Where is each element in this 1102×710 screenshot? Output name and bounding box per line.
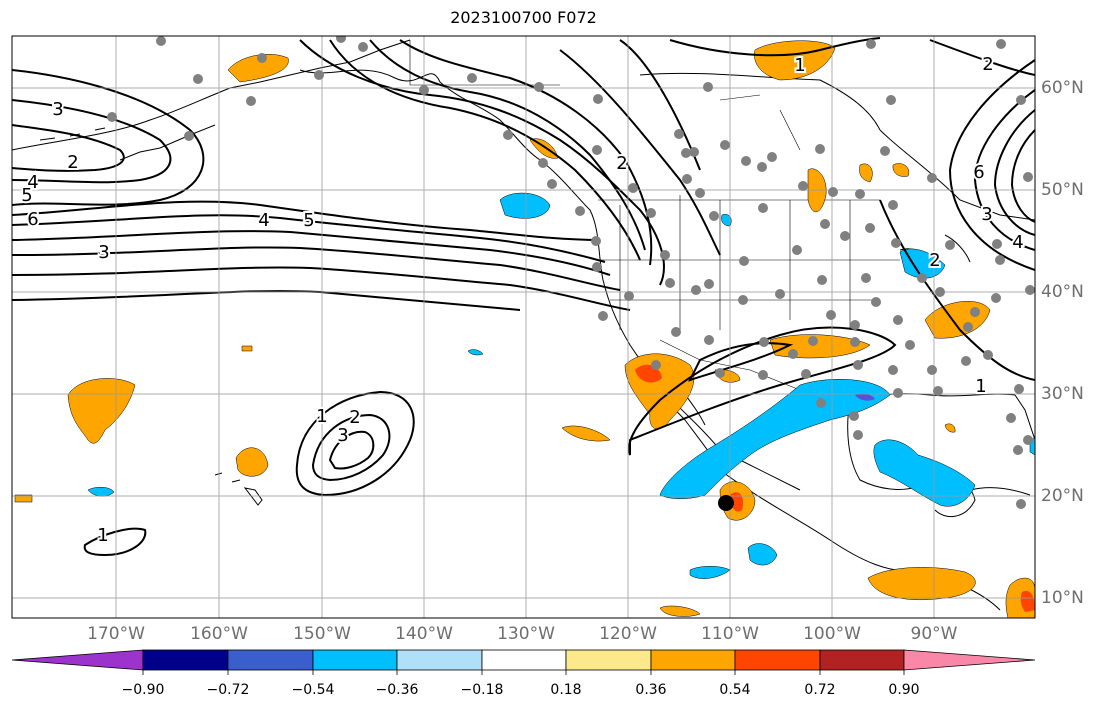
longitude-label: 110°W [701, 624, 759, 644]
plot-frame [11, 35, 1036, 619]
contour-label: 3 [98, 242, 109, 263]
contour-label: 5 [303, 210, 314, 231]
colorbar-bin [903, 649, 1036, 671]
purple-anomaly-spot [855, 393, 875, 401]
latitude-label: 40°N [1041, 282, 1084, 302]
contour-label: 5 [21, 185, 32, 206]
colorbar-bin [650, 649, 736, 671]
contour-label: 4 [258, 210, 269, 231]
contour-label: 1 [316, 406, 327, 427]
latitude-label: 50°N [1041, 180, 1084, 200]
colorbar-label: 0.54 [719, 682, 751, 698]
colorbar-bin [819, 649, 905, 671]
graticule [12, 36, 1035, 618]
colorbar-label: 0.18 [550, 682, 582, 698]
colorbar-label: −0.90 [121, 682, 165, 698]
contour-label: 4 [1012, 232, 1023, 253]
colorbar-label: −0.36 [375, 682, 419, 698]
colorbar-label: 0.72 [804, 682, 836, 698]
latitude-label: 10°N [1041, 588, 1084, 608]
map-title: 2023100700 F072 [450, 8, 597, 27]
latitude-label: 30°N [1041, 384, 1084, 404]
contour-label: 2 [982, 54, 993, 75]
contour-label: 2 [616, 153, 627, 174]
longitude-label: 130°W [497, 624, 555, 644]
colorbar-label: −0.54 [291, 682, 335, 698]
colorbar-label: 0.90 [888, 682, 920, 698]
contour-label: 2 [67, 152, 78, 173]
longitude-label: 120°W [599, 624, 657, 644]
colorbar-label: −0.72 [206, 682, 250, 698]
contour-label: 1 [97, 525, 108, 546]
colorbar-bin [11, 649, 144, 671]
longitude-label: 170°W [87, 624, 145, 644]
colorbar-label: 0.36 [635, 682, 667, 698]
longitude-label: 150°W [293, 624, 351, 644]
contour-label: 2 [929, 250, 940, 271]
contour-label: 3 [52, 99, 63, 120]
colorbar-bin [227, 649, 314, 671]
colorbar-bin [142, 649, 229, 671]
contour-label: 3 [337, 425, 348, 446]
colorbar-bin [396, 649, 483, 671]
contour-label: 4 [27, 172, 38, 193]
coastlines [12, 39, 1035, 611]
longitude-label: 140°W [395, 624, 453, 644]
longitude-label: 100°W [803, 624, 861, 644]
latitude-label: 60°N [1041, 78, 1084, 98]
pressure-contours [12, 37, 1035, 557]
contour-label: 6 [973, 162, 984, 183]
contour-label: 3 [981, 204, 992, 225]
latitude-label: 20°N [1041, 486, 1084, 506]
colorbar-bin [312, 649, 398, 671]
contour-label: 1 [794, 55, 805, 76]
colorbar-bin [565, 649, 652, 671]
longitude-label: 90°W [910, 624, 958, 644]
contour-label: 6 [27, 209, 38, 230]
colorbar-label: −0.18 [460, 682, 504, 698]
colorbar [11, 649, 1036, 675]
contour-label: 2 [349, 407, 360, 428]
longitude-label: 160°W [190, 624, 248, 644]
station-dots [107, 36, 1035, 509]
contour-label: 1 [975, 376, 986, 397]
colorbar-bin [481, 649, 567, 671]
storm-position-marker [718, 495, 734, 511]
colorbar-bin [734, 649, 821, 671]
positive-anomaly-shading [14, 40, 1035, 618]
contour-labels: 1 2 3 4 5 6 2 3 4 5 2 1 2 3 1 1 2 6 4 3 [19, 52, 1025, 548]
